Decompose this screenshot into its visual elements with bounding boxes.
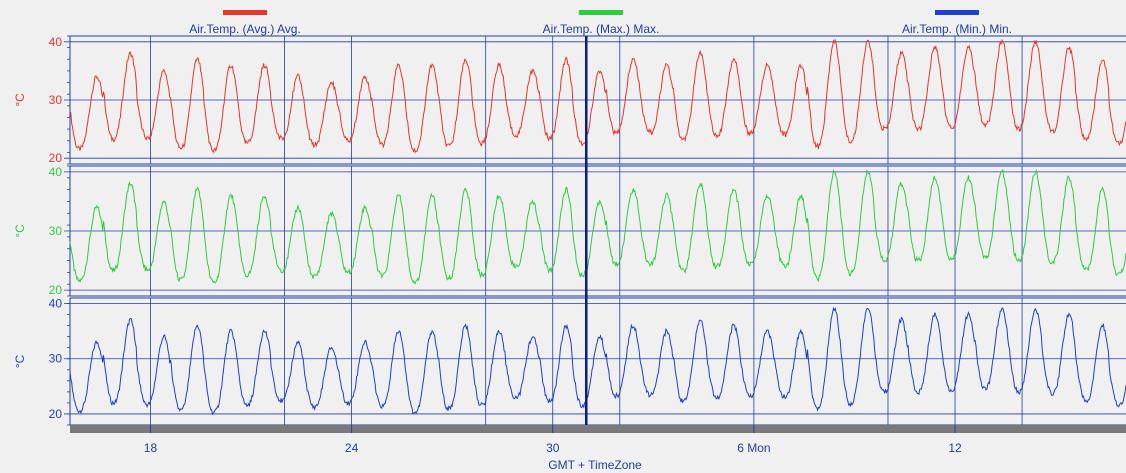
y-tick-label: 30 (49, 224, 63, 238)
x-tick-label: 6 Mon (737, 441, 770, 455)
legend-swatch-max (579, 10, 623, 15)
series-line-1 (69, 38, 1126, 154)
y-axis-label: °C (13, 93, 27, 107)
series-line-2 (69, 168, 1126, 285)
y-tick-label: 20 (49, 151, 63, 165)
y-tick-label: 20 (49, 407, 63, 421)
y-tick-label: 20 (49, 283, 63, 297)
legend-swatch-avg (223, 10, 267, 15)
x-axis-bar (70, 425, 1126, 433)
series-line-3 (69, 306, 1126, 416)
y-axis-label: °C (13, 224, 27, 238)
panel-1: 20 30 40 °C (13, 35, 1126, 165)
y-tick-label: 30 (49, 352, 63, 366)
x-tick-label: 18 (144, 441, 158, 455)
legend-item-avg[interactable]: Air.Temp. (Avg.) Avg. (189, 10, 301, 36)
legend-label-min: Air.Temp. (Min.) Min. (902, 22, 1012, 36)
panel-2: 20 30 40 °C (13, 165, 1126, 297)
x-tick-label: 12 (948, 441, 962, 455)
x-tick-label: 24 (345, 441, 359, 455)
x-tick-label: 30 (546, 441, 560, 455)
x-axis: 18 24 30 6 Mon 12 (144, 425, 962, 455)
legend-item-min[interactable]: Air.Temp. (Min.) Min. (902, 10, 1012, 36)
legend-item-max[interactable]: Air.Temp. (Max.) Max. (543, 10, 660, 36)
plot-panels: 20 30 40 °C 20 30 40 °C 20 30 40 °C (13, 35, 1126, 426)
y-tick-label: 40 (49, 297, 63, 311)
y-tick-label: 30 (49, 93, 63, 107)
legend-swatch-min (935, 10, 979, 15)
legend-label-max: Air.Temp. (Max.) Max. (543, 22, 660, 36)
y-axis-label: °C (13, 354, 27, 368)
legend-label-avg: Air.Temp. (Avg.) Avg. (189, 22, 301, 36)
y-tick-label: 40 (49, 35, 63, 49)
x-axis-title: GMT + TimeZone (548, 458, 642, 472)
y-tick-label: 40 (49, 165, 63, 179)
legend: Air.Temp. (Avg.) Avg. Air.Temp. (Max.) M… (189, 10, 1012, 36)
